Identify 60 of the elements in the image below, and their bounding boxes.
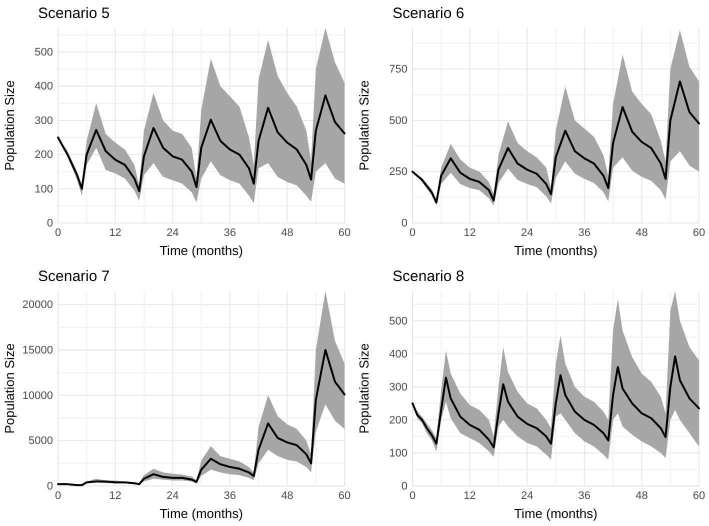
x-tick-label: 60 (692, 490, 706, 502)
x-tick-label: 36 (578, 226, 591, 239)
x-tick-label: 0 (409, 226, 416, 239)
y-tick-label: 20000 (22, 299, 53, 312)
x-tick-label: 48 (281, 226, 294, 239)
x-tick-label: 24 (520, 490, 534, 502)
line-series (412, 355, 700, 448)
x-tick-label: 60 (692, 226, 706, 239)
y-tick-label: 750 (389, 64, 408, 76)
y-tick-label: 5000 (28, 435, 53, 448)
y-axis-title: Population Size (2, 343, 17, 434)
y-tick-label: 0 (46, 218, 53, 230)
y-axis-title: Population Size (356, 343, 372, 434)
x-tick-label: 24 (166, 226, 179, 239)
x-tick-label: 12 (109, 490, 122, 502)
x-axis-title: Time (months) (514, 243, 598, 258)
y-tick-label: 300 (389, 381, 408, 394)
x-tick-label: 0 (409, 490, 416, 502)
x-tick-label: 36 (224, 490, 236, 502)
x-tick-label: 36 (224, 226, 236, 239)
chart-title: Scenario 8 (392, 268, 464, 285)
x-tick-label: 12 (464, 226, 476, 239)
x-tick-label: 0 (54, 226, 62, 239)
x-tick-label: 24 (166, 490, 179, 502)
x-axis-title: Time (months) (160, 243, 243, 258)
x-tick-label: 12 (464, 490, 476, 502)
y-tick-label: 0 (46, 480, 53, 493)
y-tick-label: 250 (389, 166, 408, 178)
x-axis-title: Time (months) (160, 506, 243, 521)
x-tick-label: 36 (578, 490, 591, 502)
y-tick-label: 400 (34, 80, 53, 93)
x-axis-title: Time (months) (514, 506, 598, 521)
chart-title: Scenario 7 (38, 268, 110, 285)
y-tick-label: 500 (34, 46, 53, 58)
x-tick-label: 48 (636, 490, 648, 502)
x-tick-label: 12 (109, 226, 122, 239)
chart-title: Scenario 5 (38, 5, 110, 22)
y-tick-label: 200 (389, 414, 408, 426)
y-tick-label: 10000 (22, 390, 53, 402)
y-tick-label: 15000 (22, 344, 53, 356)
y-tick-label: 0 (401, 480, 408, 493)
line-series (412, 80, 700, 204)
x-tick-label: 48 (636, 226, 648, 239)
y-tick-label: 0 (401, 218, 408, 230)
y-tick-label: 500 (389, 315, 408, 328)
x-tick-label: 24 (520, 226, 534, 239)
y-tick-label: 100 (389, 447, 408, 460)
y-tick-label: 200 (34, 149, 53, 162)
x-tick-label: 48 (281, 490, 294, 502)
x-tick-label: 0 (54, 490, 62, 502)
y-tick-label: 400 (389, 348, 408, 360)
y-axis-title: Population Size (2, 80, 17, 171)
y-tick-label: 100 (34, 183, 53, 196)
x-tick-label: 60 (338, 490, 351, 502)
chart-title: Scenario 6 (392, 5, 464, 22)
y-tick-label: 300 (34, 114, 53, 127)
y-tick-label: 500 (389, 114, 408, 127)
y-axis-title: Population Size (356, 80, 372, 171)
line-series (57, 94, 346, 192)
x-tick-label: 60 (338, 226, 351, 239)
